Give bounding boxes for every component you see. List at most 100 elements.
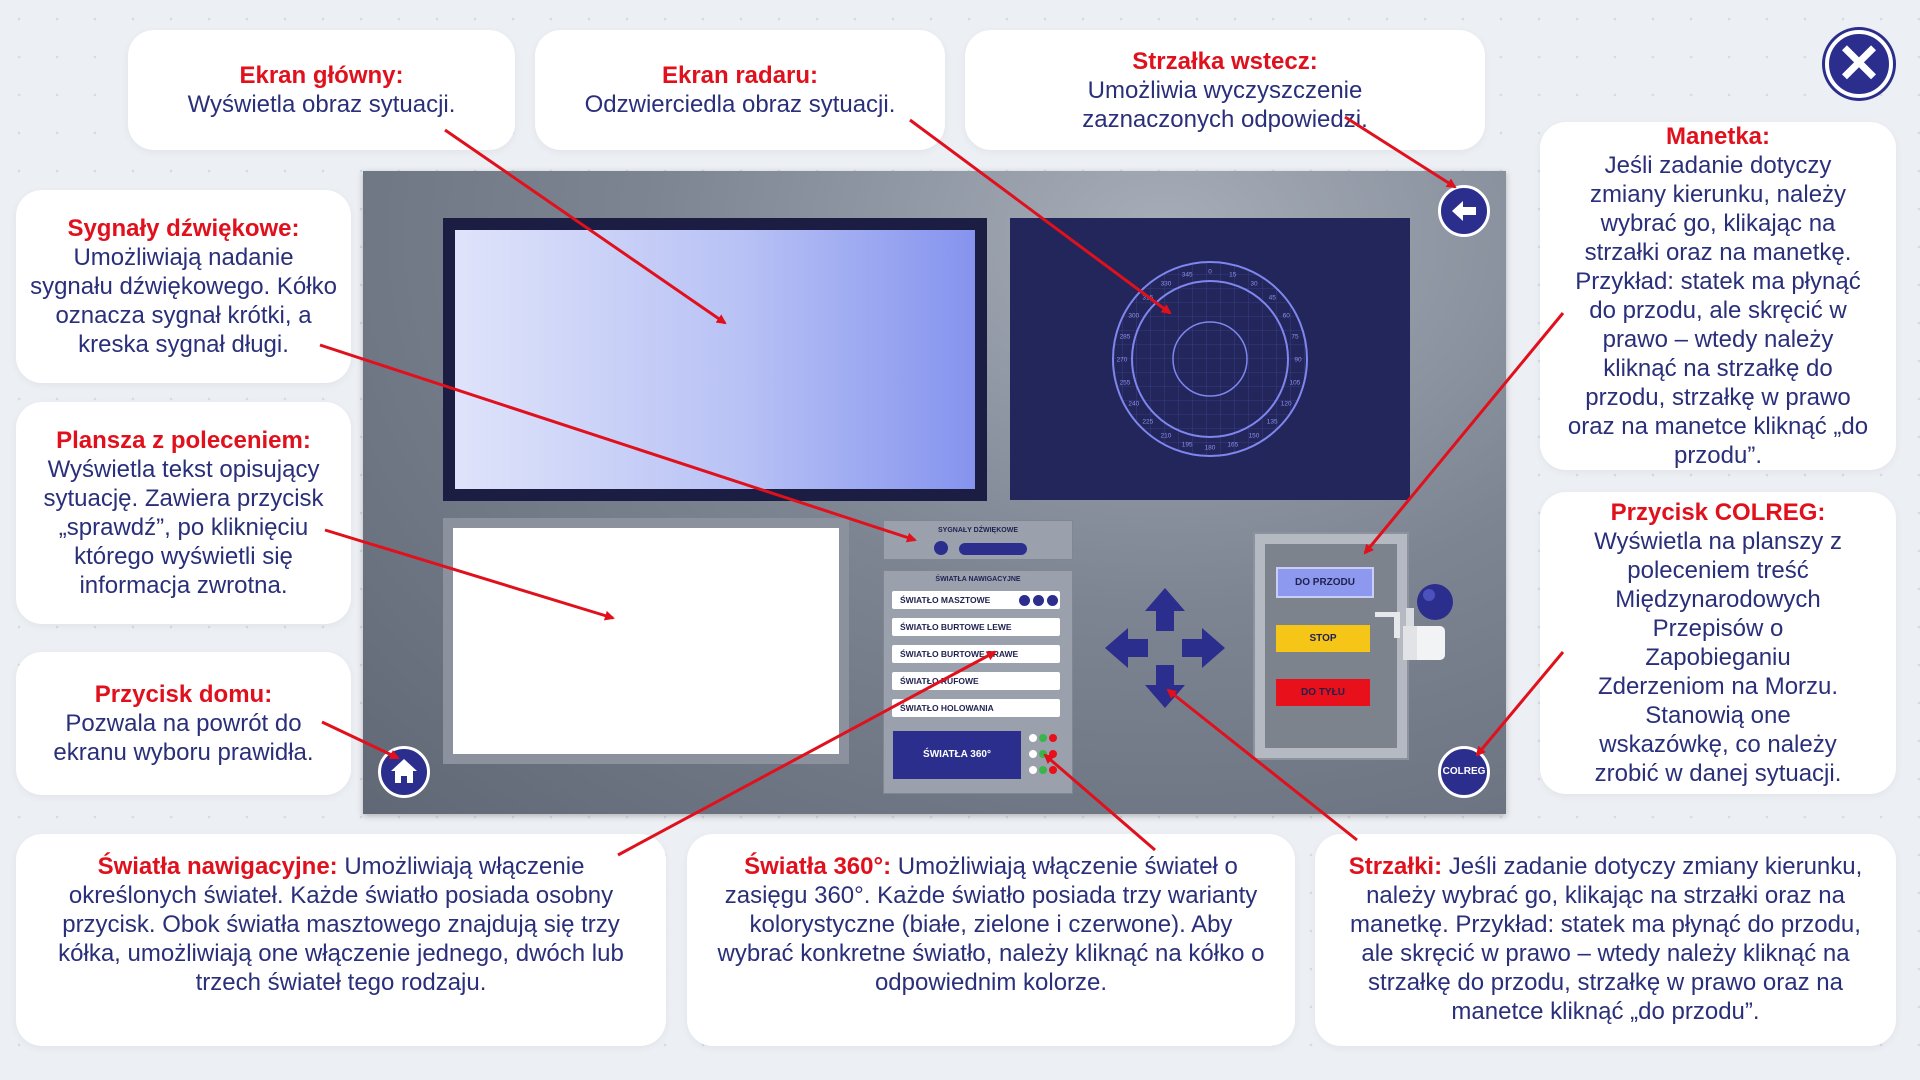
card-back-arrow: Strzałka wstecz: Umożliwia wyczyszczenie… [965,30,1485,150]
card-text: Umożliwia wyczyszczenie zaznaczonych odp… [1082,76,1368,133]
arrow-to-back-button [1344,115,1457,189]
arrow-to-direction-arrows [1166,688,1358,842]
arrow-to-radar [909,118,1172,315]
radar-bearing-label: 300 [1128,313,1139,320]
radar-bearing-label: 270 [1117,357,1128,364]
radar-display: 0 15 30 45 60 75 90 105 120 135 150 165 180 195 210 225… [1112,261,1308,457]
radar-bearing-label: 345 [1182,272,1193,279]
radar-bearing-label: 90 [1294,357,1302,364]
radar-bearing-label: 225 [1142,419,1153,426]
card-title: Przycisk COLREG: [1610,499,1826,526]
radar-bearing-label: 180 [1205,445,1216,452]
task-board-display [453,528,839,754]
card-title: Światła 360°: [744,853,892,880]
arrow-back-icon[interactable] [1145,665,1185,708]
nav-light-label: ŚWIATŁO HOLOWANIA [900,703,994,713]
light-360-green-3[interactable] [1039,766,1047,774]
nav-light-label: ŚWIATŁO BURTOWE LEWE [900,622,1012,632]
card-text: Odzwierciedla obraz sytuacji. [584,91,896,118]
arrow-forward-icon[interactable] [1145,588,1185,631]
nav-light-label: ŚWIATŁO BURTOWE PRAWE [900,649,1019,659]
nav-light-masthead-button[interactable]: ŚWIATŁO MASZTOWE [892,591,1060,609]
masthead-light-3-button[interactable] [1047,595,1058,606]
long-signal-button[interactable] [959,543,1027,555]
light-360-white-1[interactable] [1029,734,1037,742]
home-button[interactable] [378,746,430,798]
radar-bearing-label: 105 [1290,379,1301,386]
card-text: Jeśli zadanie dotyczy zmiany kierunku, n… [1567,152,1869,469]
close-icon: ✕ [1836,34,1882,94]
main-screen [443,218,987,501]
card-home-button: Przycisk domu: Pozwala na powrót do ekra… [16,652,351,795]
arrow-to-task-board [324,528,615,621]
arrow-to-main-screen [444,128,727,325]
radar-bearing-label: 15 [1229,272,1237,279]
colreg-label: COLREG [1442,766,1486,777]
nav-light-starboard-button[interactable]: ŚWIATŁO BURTOWE PRAWE [892,645,1060,663]
arrow-to-colreg [1475,651,1565,757]
light-360-white-2[interactable] [1029,750,1037,758]
radar-bearing-label: 240 [1128,401,1139,408]
light-360-red-1[interactable] [1049,734,1057,742]
nav-light-towing-button[interactable]: ŚWIATŁO HOLOWANIA [892,699,1060,717]
short-signal-button[interactable] [934,541,948,555]
radar-bearing-label: 0 [1208,269,1212,276]
stop-button[interactable]: STOP [1276,625,1370,652]
card-title: Strzałka wstecz: [1132,47,1318,75]
light-360-green-1[interactable] [1039,734,1047,742]
light-360-white-3[interactable] [1029,766,1037,774]
light-360-green-2[interactable] [1039,750,1047,758]
card-throttle: Manetka: Jeśli zadanie dotyczy zmiany ki… [1540,122,1896,470]
arrow-left-icon[interactable] [1105,628,1148,668]
card-sound-signals: Sygnały dźwiękowe: Umożliwiają nadanie s… [16,190,351,383]
direction-arrows [1105,588,1225,708]
nav-panel-label: ŚWIATŁA NAWIGACYJNE [935,576,1021,583]
card-text: Umożliwiają włączenie określonych świate… [58,853,624,996]
radar-bearing-label: 165 [1227,442,1238,449]
card-title: Strzałki: [1348,853,1443,880]
radar-bearing-label: 330 [1161,280,1172,287]
arrow-to-lights-360 [1043,753,1156,852]
arrow-right-icon[interactable] [1182,628,1225,668]
radar-screen: 0 15 30 45 60 75 90 105 120 135 150 165 180 195 210 225… [1010,218,1410,500]
home-icon [391,759,417,783]
radar-bearing-label: 285 [1120,334,1131,341]
radar-bearing-label: 255 [1120,379,1131,386]
forward-button[interactable]: DO PRZODU [1276,567,1374,598]
card-text: Umożliwiają nadanie sygnału dźwiękowego.… [30,244,337,358]
radar-bearing-label: 60 [1283,313,1291,320]
throttle-lever[interactable] [1375,580,1460,670]
card-arrows: Strzałki: Jeśli zadanie dotyczy zmiany k… [1315,834,1896,1046]
back-button[interactable]: DO TYŁU [1276,679,1370,706]
close-button[interactable]: ✕ [1825,30,1893,98]
card-title: Manetka: [1665,123,1771,150]
radar-bearing-label: 30 [1250,280,1258,287]
back-arrow-button[interactable] [1438,185,1490,237]
masthead-light-1-button[interactable] [1019,595,1030,606]
radar-ring-middle [1131,280,1289,438]
throttle-panel: DO PRZODU STOP DO TYŁU [1253,532,1409,760]
card-lights-360: Światła 360°: Umożliwiają włączenie świa… [687,834,1295,1046]
radar-bearing-label: 195 [1182,442,1193,449]
card-title: Plansza z poleceniem: [56,427,311,454]
card-text: Jeśli zadanie dotyczy zmiany kierunku, n… [1350,853,1863,1025]
radar-bearing-label: 75 [1291,334,1299,341]
nav-light-label: ŚWIATŁO MASZTOWE [900,595,991,605]
arrow-to-throttle [1363,312,1565,555]
radar-bearing-label: 150 [1249,433,1260,440]
light-360-red-3[interactable] [1049,766,1057,774]
radar-bearing-label: 135 [1267,419,1278,426]
lights-360-button[interactable]: ŚWIATŁA 360° [893,731,1021,779]
card-text: Wyświetla tekst opisujący sytuację. Zawi… [43,456,324,599]
arrow-to-nav-lights [617,650,997,857]
card-text: Pozwala na powrót do ekranu wyboru prawi… [53,710,314,766]
sound-panel-label: SYGNAŁY DŹWIĘKOWE [938,527,1018,534]
card-text: Umożliwiają włączenie świateł o zasięgu … [717,853,1265,996]
card-text: Wyświetla obraz sytuacji. [187,91,456,118]
nav-light-port-button[interactable]: ŚWIATŁO BURTOWE LEWE [892,618,1060,636]
card-main-screen: Ekran główny: Wyświetla obraz sytuacji. [128,30,515,150]
masthead-light-2-button[interactable] [1033,595,1044,606]
sound-signals-panel: SYGNAŁY DŹWIĘKOWE [883,520,1073,560]
radar-bearing-label: 45 [1269,294,1277,301]
